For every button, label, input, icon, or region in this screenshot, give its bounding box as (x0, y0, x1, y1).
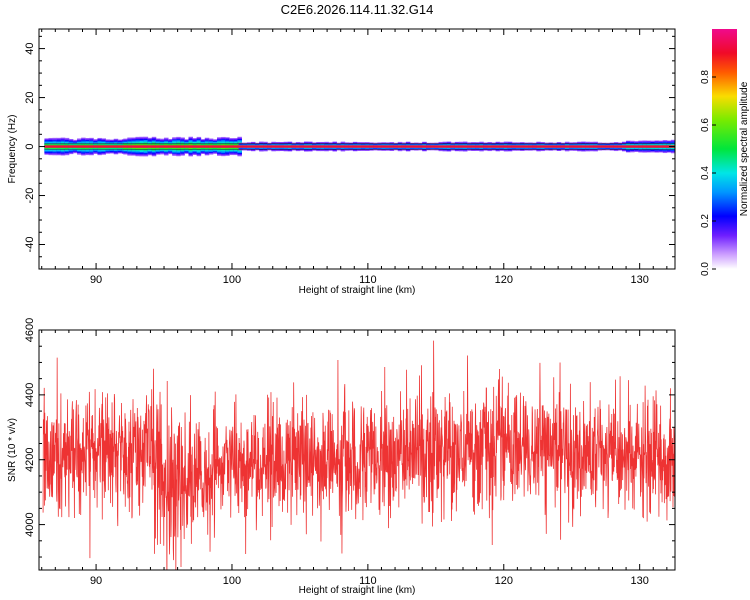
x-tick-label: 130 (630, 274, 648, 286)
figure-title: C2E6.2026.114.11.32.G14 (281, 2, 434, 17)
x-tick-label: 130 (630, 575, 648, 587)
snr-ylabel: SNR (10 * v/v) (7, 418, 18, 482)
colorbar-tick-label: 0.6 (700, 118, 711, 132)
y-tick-label: 4000 (24, 512, 36, 536)
colorbar-tick-label: 0.2 (700, 214, 711, 228)
y-tick-label: 0 (24, 143, 36, 149)
snr-series-line (42, 340, 675, 570)
snr-frame (38, 329, 676, 571)
y-tick-label: -40 (24, 237, 36, 253)
x-tick-label: 110 (359, 274, 377, 286)
x-tick-label: 110 (359, 575, 377, 587)
x-tick-label: 120 (495, 575, 513, 587)
y-tick-label: 40 (24, 42, 36, 54)
colorbar-tick-label: 0.8 (700, 70, 711, 84)
colorbar-tick-label: 0.0 (700, 262, 711, 276)
y-tick-label: 4200 (24, 447, 36, 471)
snr-xlabel: Height of straight line (km) (299, 585, 416, 596)
x-tick-label: 100 (223, 274, 241, 286)
x-tick-label: 90 (90, 274, 102, 286)
snr-ticks: 90 100 110 120 130 4000 4200 4400 4600 (24, 318, 675, 587)
spectrogram-xlabel: Height of straight line (km) (299, 285, 416, 296)
y-tick-label: -20 (24, 188, 36, 204)
colorbar-label: Normalized spectral amplitude (739, 81, 750, 216)
snr-panel: 90 100 110 120 130 4000 4200 4400 4600 Height of… (7, 318, 676, 596)
y-tick-label: 4400 (24, 383, 36, 407)
y-tick-label: 20 (24, 91, 36, 103)
spectrogram-panel: 90 100 110 120 130 -40 -20 0 20 40 Height of stra… (7, 28, 676, 296)
spectrogram-ylabel: Frequency (Hz) (7, 115, 18, 184)
colorbar-ticks: 0.0 0.2 0.4 0.6 0.8 (700, 70, 716, 276)
colorbar-gradient (712, 29, 737, 269)
colorbar-tick-label: 0.4 (700, 166, 711, 180)
spectrogram-ticks: 90 100 110 120 130 -40 -20 0 20 40 (24, 29, 675, 286)
heatmap-peak-line (44, 145, 675, 148)
x-tick-label: 90 (90, 575, 102, 587)
spectrogram-frame (38, 28, 676, 270)
x-tick-label: 120 (495, 274, 513, 286)
colorbar: 0.0 0.2 0.4 0.6 0.8 Normalized spectral ampl… (700, 29, 750, 276)
y-tick-label: 4600 (24, 318, 36, 342)
x-tick-label: 100 (223, 575, 241, 587)
spectrogram-heatmap (44, 136, 676, 157)
